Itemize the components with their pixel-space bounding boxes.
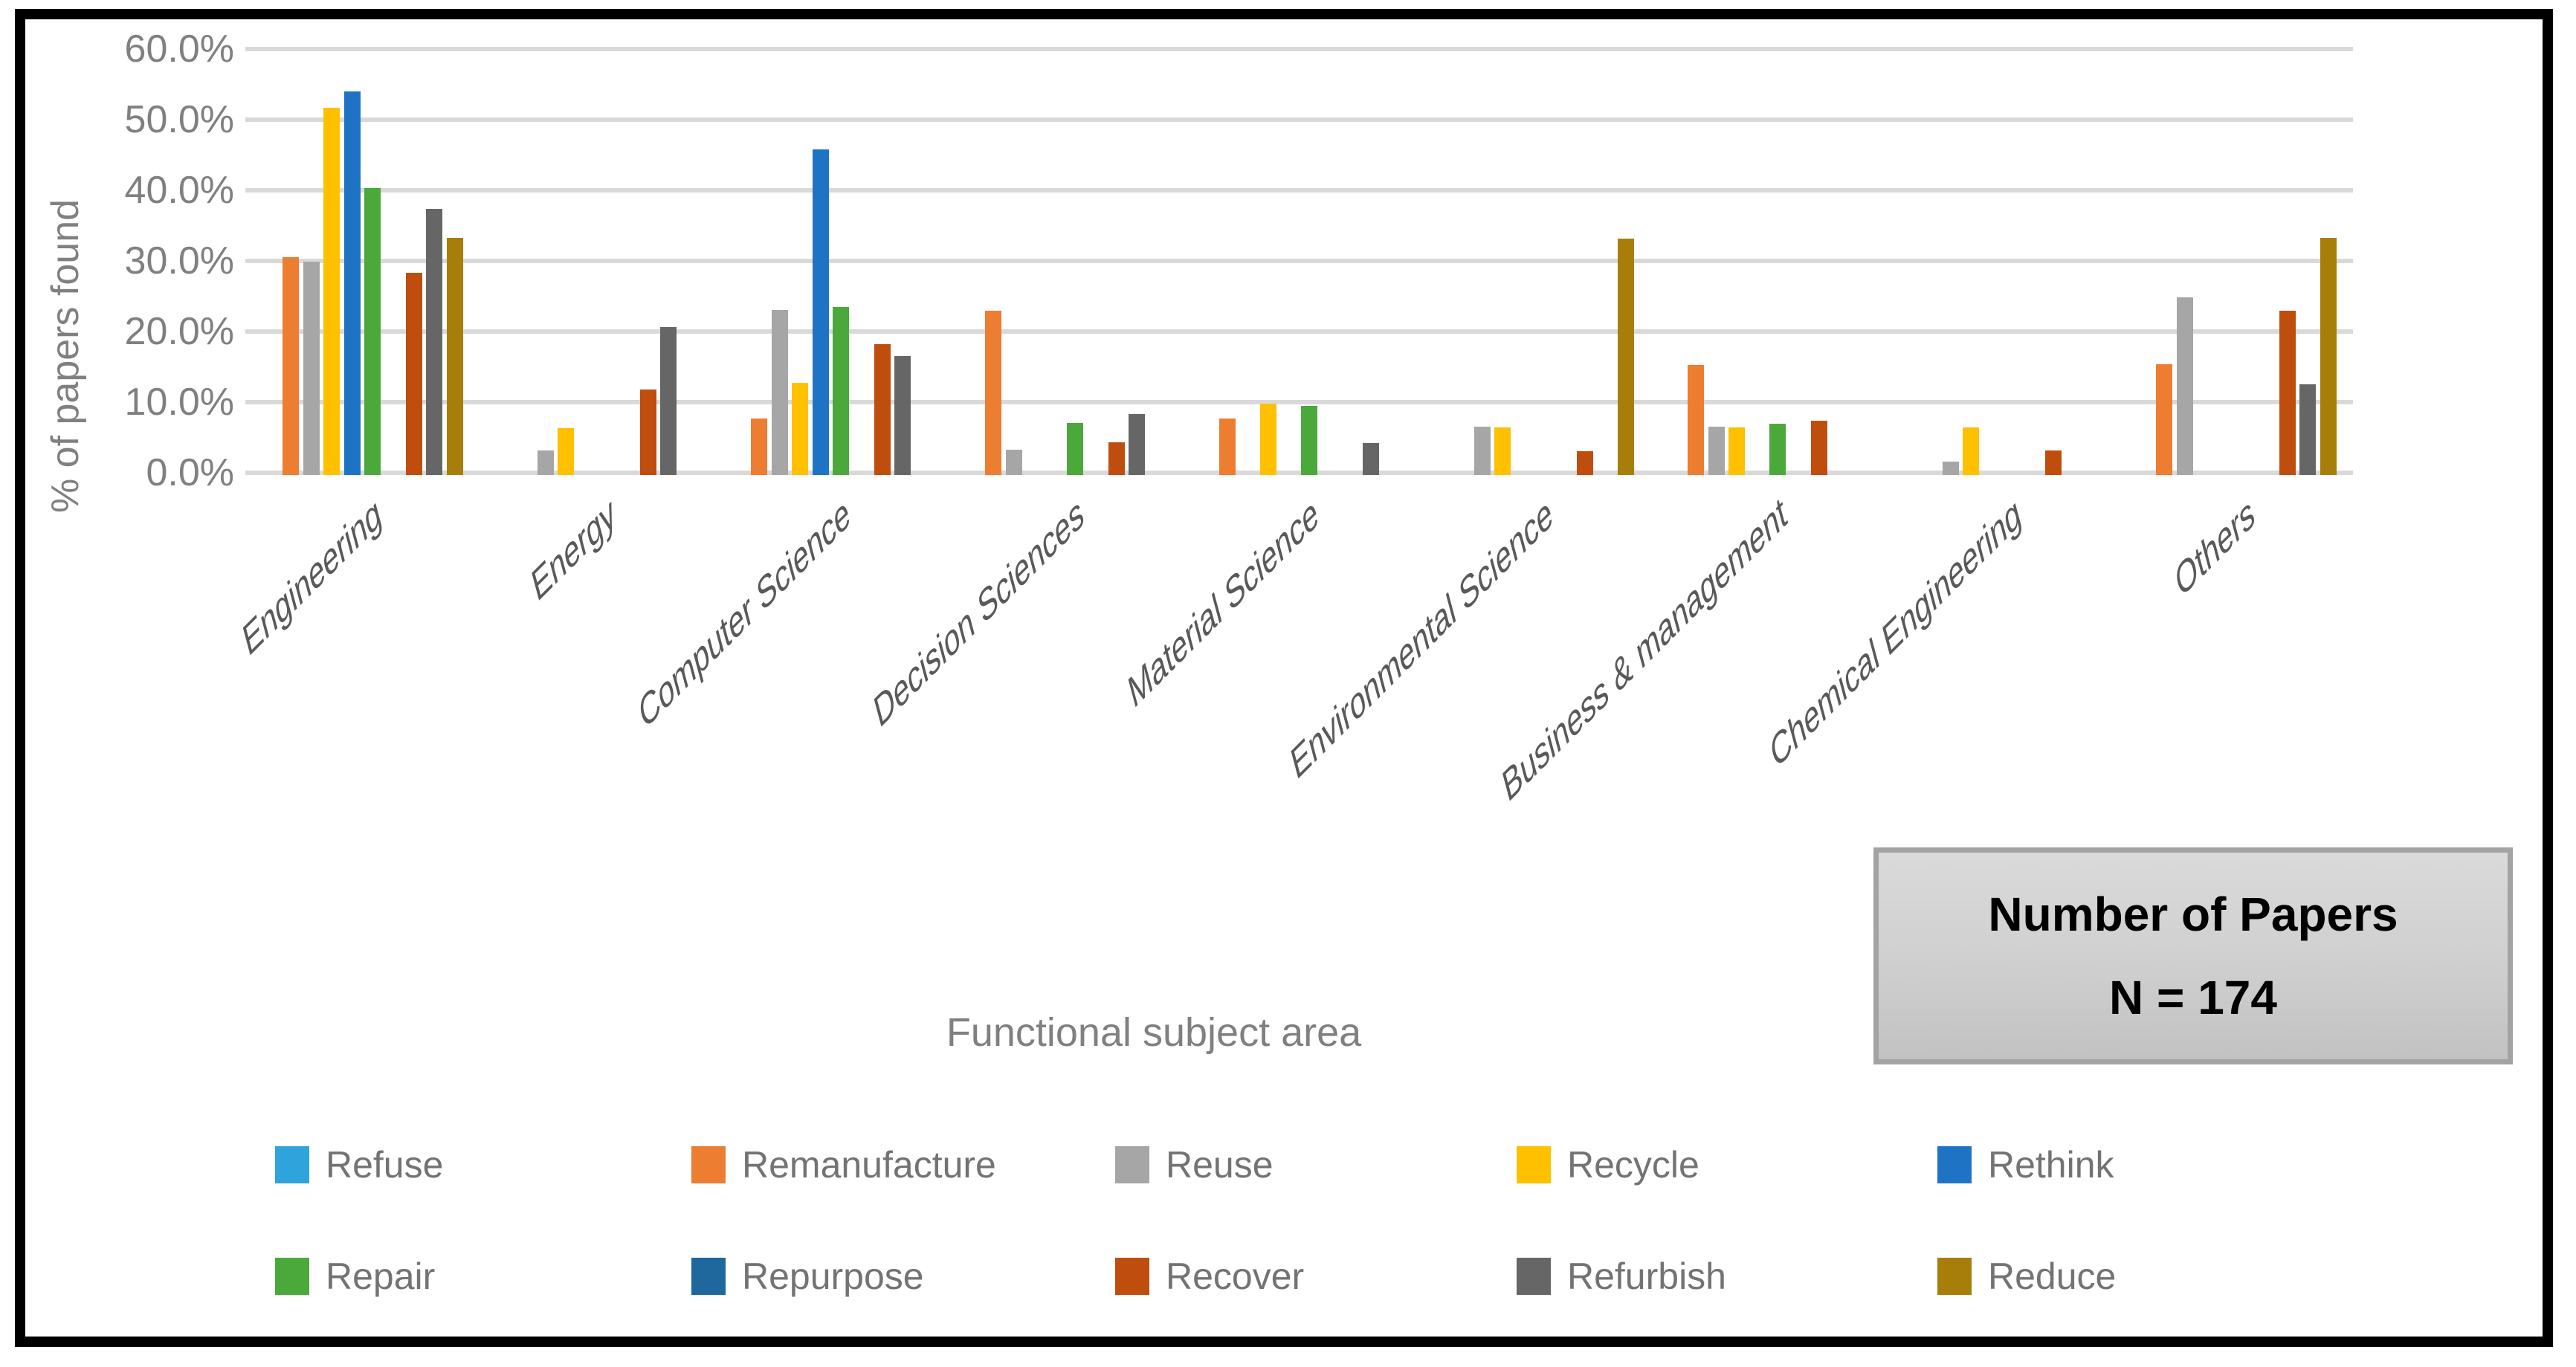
bar-recycle-material-science [1260, 403, 1277, 475]
legend-label: Rethink [1988, 1144, 2114, 1186]
bar-refurbish-engineering [426, 208, 443, 475]
n-count-value: N = 174 [2109, 971, 2277, 1024]
bar-repair-computer-science [833, 306, 850, 475]
legend-label: Refuse [326, 1144, 444, 1186]
legend-label: Repair [326, 1255, 436, 1297]
legend-swatch-icon [1937, 1258, 1972, 1295]
bar-reuse-decision-sciences [1005, 449, 1022, 475]
bar-repair-business-management [1769, 423, 1786, 475]
legend-item-refurbish: Refurbish [1517, 1258, 1726, 1295]
bar-remanufacture-others [2155, 363, 2172, 475]
bar-refurbish-others [2299, 384, 2317, 475]
bar-reduce-environmental-science [1617, 238, 1634, 475]
y-tick-label: 0.0% [146, 451, 234, 494]
y-tick-label: 30.0% [124, 239, 234, 282]
bar-remanufacture-engineering [282, 257, 299, 475]
bar-reduce-others [2320, 237, 2337, 475]
gridline [245, 329, 2353, 334]
y-tick-label: 60.0% [124, 28, 234, 71]
legend-item-repair: Repair [275, 1258, 435, 1295]
legend-swatch-icon [1517, 1146, 1551, 1183]
bar-rethink-engineering [343, 91, 361, 475]
bar-repair-decision-sciences [1067, 422, 1084, 475]
bar-recycle-business-management [1728, 427, 1746, 475]
legend-swatch-icon [1115, 1258, 1149, 1295]
legend-swatch-icon [275, 1258, 309, 1295]
legend-item-reduce: Reduce [1937, 1258, 2116, 1295]
bar-remanufacture-computer-science [750, 418, 767, 475]
bar-recycle-energy [558, 428, 575, 475]
bar-recover-environmental-science [1576, 450, 1593, 475]
bar-reuse-chemical-engineering [1942, 461, 1959, 475]
n-count-title: Number of Papers [1988, 888, 2398, 941]
legend-item-refuse: Refuse [275, 1146, 443, 1183]
bar-recycle-chemical-engineering [1963, 427, 1980, 475]
y-tick-label: 50.0% [124, 98, 234, 141]
y-tick-label: 40.0% [124, 169, 234, 212]
bar-recover-chemical-engineering [2044, 450, 2062, 475]
bar-recycle-engineering [323, 107, 340, 475]
legend-item-remanufacture: Remanufacture [691, 1146, 996, 1183]
y-tick-label: 10.0% [124, 381, 234, 424]
bar-reuse-engineering [303, 261, 320, 475]
bar-recover-business-management [1810, 420, 1827, 475]
legend-label: Recycle [1567, 1144, 1699, 1186]
legend-swatch-icon [691, 1258, 726, 1295]
legend-item-recover: Recover [1115, 1258, 1304, 1295]
bar-remanufacture-business-management [1687, 364, 1704, 475]
bar-refurbish-decision-sciences [1129, 414, 1146, 475]
legend-item-recycle: Recycle [1517, 1146, 1699, 1183]
legend-label: Reuse [1166, 1144, 1274, 1186]
gridline [245, 259, 2353, 263]
legend-item-rethink: Rethink [1937, 1146, 2114, 1183]
bar-recover-decision-sciences [1108, 442, 1125, 475]
bar-reduce-engineering [446, 237, 463, 475]
bar-recover-engineering [405, 273, 422, 475]
legend-item-reuse: Reuse [1115, 1146, 1274, 1183]
gridline [245, 47, 2353, 51]
bar-reuse-others [2176, 297, 2193, 475]
bar-refurbish-material-science [1363, 443, 1380, 475]
legend-label: Recover [1166, 1255, 1305, 1297]
legend-item-repurpose: Repurpose [691, 1258, 924, 1295]
bar-reuse-environmental-science [1473, 427, 1491, 475]
bar-reuse-energy [537, 450, 554, 475]
gridline [245, 471, 2353, 475]
bar-refurbish-energy [660, 327, 677, 475]
legend-swatch-icon [1937, 1146, 1972, 1183]
bar-remanufacture-material-science [1218, 418, 1236, 475]
gridline [245, 117, 2353, 122]
y-axis-title: % of papers found [44, 198, 87, 513]
gridline [245, 400, 2353, 404]
bar-recover-energy [639, 389, 656, 475]
bar-repair-engineering [364, 188, 381, 475]
x-axis-title: Functional subject area [946, 1010, 1362, 1055]
bar-reuse-business-management [1708, 427, 1725, 475]
legend-label: Remanufacture [742, 1144, 996, 1186]
bar-repair-material-science [1301, 405, 1318, 475]
bar-reuse-computer-science [771, 309, 788, 475]
legend-label: Repurpose [742, 1255, 924, 1297]
legend-swatch-icon [1115, 1146, 1149, 1183]
y-tick-label: 20.0% [124, 310, 234, 353]
bar-recover-others [2279, 311, 2296, 475]
legend-swatch-icon [1517, 1258, 1551, 1295]
legend-swatch-icon [691, 1146, 726, 1183]
legend-label: Refurbish [1567, 1255, 1726, 1297]
bar-refurbish-computer-science [894, 356, 911, 475]
bar-recover-computer-science [874, 344, 891, 475]
bar-remanufacture-decision-sciences [984, 310, 1001, 475]
n-count-box: Number of Papers N = 174 [1873, 847, 2513, 1064]
legend-label: Reduce [1988, 1255, 2117, 1297]
bar-recycle-environmental-science [1494, 427, 1511, 475]
gridline [245, 188, 2353, 193]
bar-recycle-computer-science [792, 383, 809, 475]
bar-rethink-computer-science [812, 149, 829, 475]
legend-swatch-icon [275, 1146, 309, 1183]
